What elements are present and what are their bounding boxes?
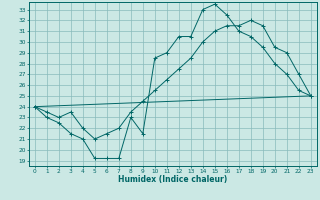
X-axis label: Humidex (Indice chaleur): Humidex (Indice chaleur) [118,175,228,184]
